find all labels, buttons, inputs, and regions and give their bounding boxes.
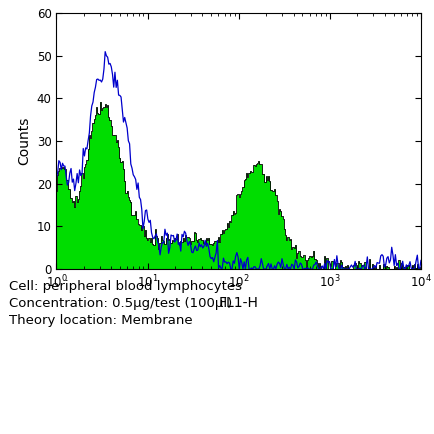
X-axis label: FL1-H: FL1-H	[219, 296, 259, 310]
Text: Cell: peripheral blood lymphocytes
Concentration: 0.5μg/test (100μl)
Theory loca: Cell: peripheral blood lymphocytes Conce…	[9, 280, 242, 327]
Y-axis label: Counts: Counts	[17, 117, 31, 165]
